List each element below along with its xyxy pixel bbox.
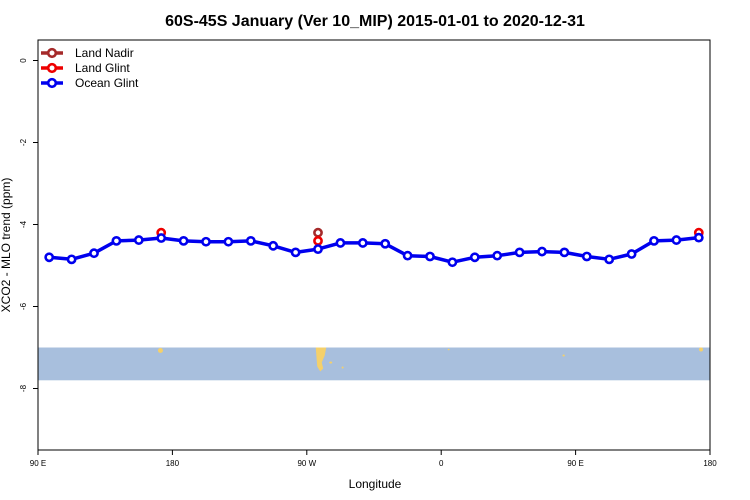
land-glint-point <box>313 235 323 246</box>
x-tick-label: 90 E <box>567 459 583 468</box>
legend-ocean-glint-marker <box>46 77 58 89</box>
ocean-glint-point <box>223 236 234 247</box>
y-tick-label: -6 <box>19 302 28 310</box>
x-tick-label: 180 <box>166 459 180 468</box>
ocean-glint-point <box>537 246 547 257</box>
ocean-glint-point <box>649 235 659 246</box>
legend-ocean-glint-label: Ocean Glint <box>75 76 139 90</box>
land-nadir-point <box>313 227 323 238</box>
ocean-glint-point <box>671 235 682 245</box>
map-land-patch <box>447 348 450 351</box>
ocean-glint-point <box>245 235 256 246</box>
ocean-glint-point <box>380 238 391 249</box>
y-axis: 0 -2 -4 -6 -8 <box>19 58 38 392</box>
ocean-glint-point <box>178 235 189 246</box>
x-axis-label: Longitude <box>349 477 402 491</box>
ocean-glint-point <box>604 254 615 265</box>
series-layer <box>44 227 704 268</box>
chart-title: 60S-45S January (Ver 10_MIP) 2015-01-01 … <box>165 13 585 30</box>
ocean-glint-point <box>469 252 480 263</box>
ocean-glint-point <box>559 247 570 258</box>
ocean-glint-point <box>89 248 99 259</box>
ocean-glint-point <box>626 249 637 259</box>
ocean-glint-point <box>425 251 435 262</box>
map-land-patch <box>329 361 333 364</box>
ocean-glint-point <box>693 232 704 243</box>
ocean-glint-point <box>44 252 55 263</box>
x-tick-label: 90 W <box>297 459 316 468</box>
ocean-glint-point <box>156 233 167 243</box>
y-tick-label: -4 <box>19 220 28 228</box>
map-south-america <box>315 347 327 372</box>
x-tick-label: 0 <box>439 459 444 468</box>
y-tick-label: 0 <box>19 58 28 63</box>
ocean-glint-point <box>581 251 592 262</box>
plot-frame <box>37 39 711 451</box>
legend-land-nadir-label: Land Nadir <box>75 46 134 60</box>
legend-land-glint-label: Land Glint <box>75 61 130 75</box>
x-tick-label: 180 <box>703 459 717 468</box>
ocean-glint-point <box>514 247 525 258</box>
ocean-glint-point <box>447 257 458 268</box>
x-tick-label: 90 E <box>30 459 46 468</box>
ocean-glint-point <box>201 236 211 247</box>
map-strip <box>38 347 710 381</box>
legend-land-nadir-marker <box>46 47 58 59</box>
ocean-glint-point <box>66 254 77 265</box>
ocean-glint-line <box>49 235 699 264</box>
ocean-glint-point <box>492 250 503 261</box>
map-land-patch <box>341 366 344 369</box>
y-tick-label: -2 <box>19 138 28 146</box>
ocean-glint-point <box>402 250 413 261</box>
map-land-patch <box>562 354 565 357</box>
y-tick-label: -8 <box>19 384 28 392</box>
ocean-glint-point <box>290 247 301 258</box>
ocean-glint-point <box>111 235 122 246</box>
ocean-glint-point <box>335 238 346 248</box>
map-land-patch <box>157 348 163 353</box>
map-ocean-band <box>38 347 710 381</box>
ocean-glint-point <box>313 244 323 254</box>
x-axis: 90 E 180 90 W 0 90 E 180 <box>30 450 717 468</box>
ocean-glint-point <box>357 238 368 248</box>
ocean-glint-point <box>133 235 144 245</box>
ocean-glint-point <box>268 240 279 251</box>
y-axis-label: XCO2 - MLO trend (ppm) <box>0 178 13 313</box>
legend-land-glint-marker <box>46 62 58 74</box>
map-land-patch <box>699 347 704 352</box>
